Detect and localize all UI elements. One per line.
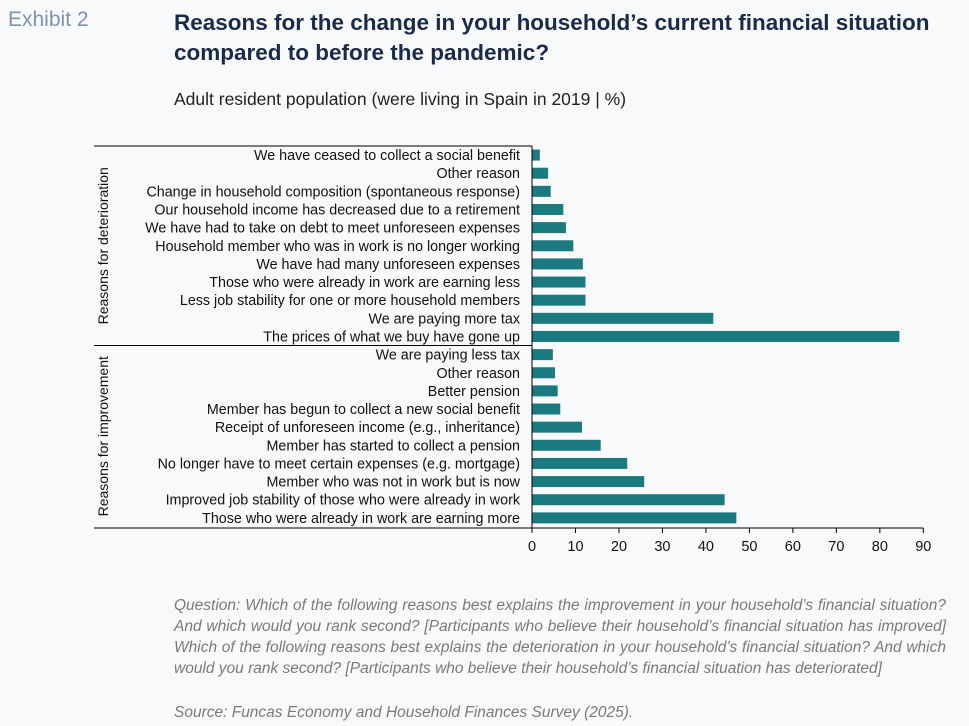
category-label: We have had many unforeseen expenses <box>256 257 520 273</box>
bar <box>532 276 586 288</box>
group-label: Reasons for improvement <box>95 356 111 516</box>
bar <box>532 330 900 342</box>
bar <box>532 421 583 433</box>
x-tick-label: 70 <box>828 539 844 555</box>
group-label: Reasons for deterioration <box>95 167 111 324</box>
category-label: Household member who was in work is no l… <box>155 239 520 255</box>
x-tick-label: 30 <box>654 539 670 555</box>
source-note: Source: Funcas Economy and Household Fin… <box>174 704 634 721</box>
bar <box>532 258 583 270</box>
bar <box>532 403 561 415</box>
bar <box>532 203 564 215</box>
x-tick-label: 60 <box>785 539 801 555</box>
chart-subtitle: Adult resident population (were living i… <box>174 89 627 109</box>
category-label: Member has started to collect a pension <box>266 438 520 454</box>
exhibit-label: Exhibit 2 <box>8 8 89 31</box>
bar <box>532 222 566 234</box>
x-tick-label: 50 <box>741 539 757 555</box>
category-label: Member has begun to collect a new social… <box>207 402 520 418</box>
x-tick-label: 20 <box>611 539 627 555</box>
bar-chart: We have ceased to collect a social benef… <box>94 145 931 555</box>
bar <box>532 457 628 469</box>
bar <box>532 185 551 197</box>
chart-title: Reasons for the change in your household… <box>174 10 930 65</box>
bar <box>532 439 601 451</box>
bar <box>532 385 558 397</box>
category-label: Better pension <box>428 384 520 400</box>
category-label: We have had to take on debt to meet unfo… <box>145 221 520 237</box>
bar <box>532 494 725 506</box>
bar <box>532 312 714 324</box>
bar <box>532 512 737 524</box>
x-tick-label: 40 <box>698 539 714 555</box>
bar <box>532 294 586 306</box>
bar <box>532 240 574 252</box>
bar <box>532 476 645 488</box>
category-label: Member who was not in work but is now <box>267 475 521 491</box>
category-label: We are paying more tax <box>368 311 520 327</box>
category-label: Those who were already in work are earni… <box>202 511 520 527</box>
bar <box>532 349 553 361</box>
category-label: No longer have to meet certain expenses … <box>158 456 520 472</box>
bar <box>532 367 556 379</box>
category-label: The prices of what we buy have gone up <box>263 329 520 345</box>
category-label: We have ceased to collect a social benef… <box>254 148 520 164</box>
footnote: Question: Which of the following reasons… <box>174 597 946 677</box>
category-label: Those who were already in work are earni… <box>209 275 520 291</box>
x-tick-label: 0 <box>528 539 536 555</box>
category-label: Our household income has decreased due t… <box>154 202 520 218</box>
category-label: Other reason <box>437 166 520 182</box>
category-label: Improved job stability of those who were… <box>166 493 521 509</box>
category-label: Change in household composition (spontan… <box>146 184 520 200</box>
bar <box>532 167 549 179</box>
category-label: Less job stability for one or more house… <box>180 293 520 309</box>
category-label: Receipt of unforeseen income (e.g., inhe… <box>215 420 520 436</box>
category-label: Other reason <box>437 366 520 382</box>
category-label: We are paying less tax <box>376 348 520 364</box>
x-tick-label: 10 <box>567 539 583 555</box>
bar <box>532 149 540 161</box>
x-tick-label: 80 <box>872 539 888 555</box>
x-tick-label: 90 <box>915 539 931 555</box>
